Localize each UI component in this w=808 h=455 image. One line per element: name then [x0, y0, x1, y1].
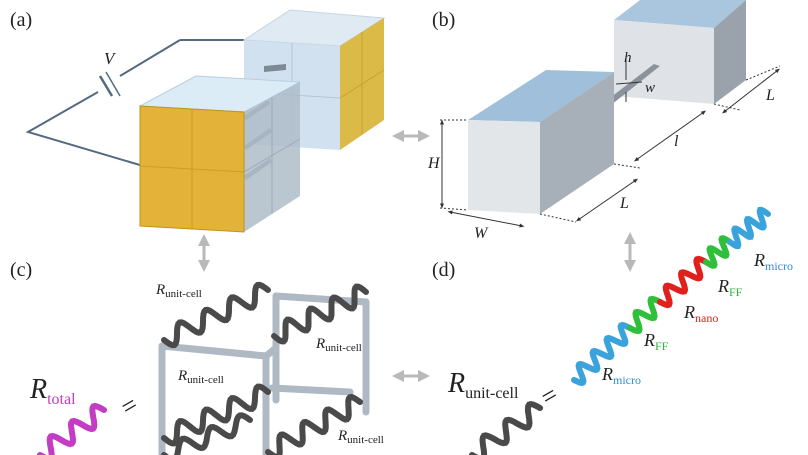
panel-b-label: (b)	[432, 9, 455, 31]
svg-text:Runit-cell: Runit-cell	[177, 368, 224, 386]
r-unit-cell-label-left: Runit-cell	[177, 368, 224, 386]
lattice-helices	[161, 281, 369, 455]
svg-text:Runit-cell: Runit-cell	[447, 368, 519, 402]
r-micro-bottom-label: Rmicro	[601, 364, 641, 387]
svg-text:Rmicro: Rmicro	[753, 250, 793, 273]
svg-text:Runit-cell: Runit-cell	[337, 428, 384, 446]
svg-text:RFF: RFF	[717, 276, 743, 299]
r-nano-label: Rnano	[683, 302, 718, 325]
dim-W: W	[474, 225, 489, 242]
panel-b: (b)	[427, 0, 781, 242]
connector-arrows	[198, 130, 636, 382]
r-unit-cell-d-label: Runit-cell	[447, 368, 519, 402]
voltage-label: V	[104, 49, 117, 68]
total-helix	[37, 402, 107, 455]
unit-cell-helix-d	[469, 401, 543, 455]
svg-text:Rtotal: Rtotal	[29, 374, 76, 408]
left-cube	[468, 70, 614, 214]
dim-L-bottom: L	[619, 195, 629, 212]
svg-text:Runit-cell: Runit-cell	[315, 336, 362, 354]
dim-H: H	[427, 155, 441, 172]
panel-a-label: (a)	[10, 9, 32, 31]
back-cube	[242, 9, 386, 150]
dim-L-top: L	[765, 87, 775, 104]
r-total-label: Rtotal	[29, 374, 76, 408]
r-ff-top-label: RFF	[717, 276, 743, 299]
svg-text:Rnano: Rnano	[683, 302, 718, 325]
r-unit-cell-label-bottom: Runit-cell	[337, 428, 384, 446]
svg-text:Rmicro: Rmicro	[601, 364, 641, 387]
dimension-lines	[439, 58, 781, 228]
r-ff-bottom-label: RFF	[643, 330, 669, 353]
lattice-frame	[158, 292, 370, 455]
svg-text:RFF: RFF	[643, 330, 669, 353]
r-micro-top-label: Rmicro	[753, 250, 793, 273]
series-helix	[571, 206, 771, 387]
right-cube	[614, 0, 746, 104]
equals-c: =	[116, 390, 143, 422]
front-cube	[138, 75, 302, 233]
dim-w: w	[645, 80, 655, 96]
dim-l: l	[674, 133, 679, 150]
panel-c: (c) Runit-cell Runit-cell Runit-c	[10, 259, 384, 455]
r-unit-cell-label-top: Runit-cell	[155, 282, 202, 300]
circuit-wire	[25, 39, 244, 169]
panel-c-label: (c)	[10, 259, 32, 281]
panel-a: (a) V	[10, 9, 386, 233]
panel-d: (d) Rmicro RFF Rnano RFF Rmicro Runit-ce…	[432, 206, 793, 455]
r-unit-cell-label-right: Runit-cell	[315, 336, 362, 354]
dim-h: h	[624, 50, 632, 66]
svg-text:Runit-cell: Runit-cell	[155, 282, 202, 300]
panel-d-label: (d)	[432, 259, 455, 281]
battery-icon	[98, 71, 121, 97]
